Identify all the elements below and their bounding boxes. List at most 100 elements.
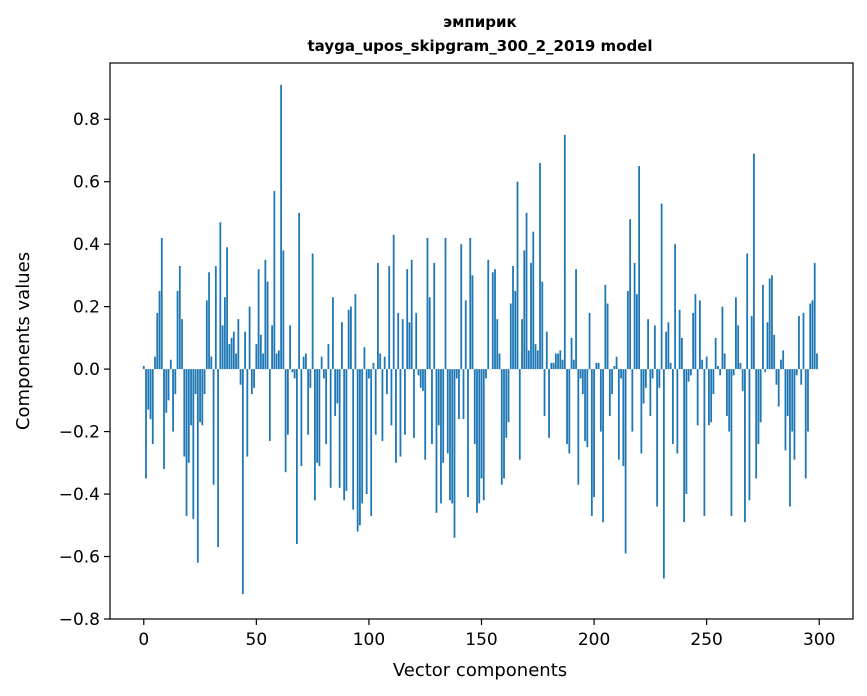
bar-220	[638, 166, 640, 369]
bar-65	[289, 325, 291, 369]
bar-214	[625, 369, 627, 553]
bar-204	[602, 369, 604, 522]
bar-18	[183, 369, 185, 456]
bar-55	[267, 282, 269, 369]
bar-127	[429, 297, 431, 369]
bar-152	[485, 369, 487, 378]
bar-161	[505, 369, 507, 438]
bar-293	[803, 313, 805, 369]
bar-143	[465, 300, 467, 369]
bar-42	[237, 319, 239, 369]
bar-78	[318, 369, 320, 466]
bar-109	[388, 266, 390, 369]
bar-260	[728, 369, 730, 431]
x-tick-label: 250	[690, 630, 722, 650]
x-tick-label: 100	[353, 630, 385, 650]
bar-94	[355, 294, 357, 369]
bar-75	[312, 254, 314, 370]
bar-10	[165, 369, 167, 413]
bar-245	[694, 294, 696, 369]
bar-64	[287, 369, 289, 435]
bar-229	[658, 369, 660, 388]
bar-225	[649, 369, 651, 416]
bar-197	[586, 369, 588, 447]
bar-100	[368, 369, 370, 378]
bar-124	[422, 369, 424, 391]
bar-160	[503, 369, 505, 478]
bar-28	[206, 300, 208, 369]
x-axis-label: Vector components	[393, 660, 567, 681]
bar-275	[762, 285, 764, 369]
bar-58	[273, 191, 275, 369]
y-tick-label: 0.6	[73, 173, 100, 193]
bar-66	[291, 369, 293, 372]
bar-113	[397, 313, 399, 369]
bar-246	[697, 369, 699, 425]
bar-102	[373, 363, 375, 369]
bar-244	[692, 313, 694, 369]
bar-72	[305, 353, 307, 369]
bar-106	[382, 369, 384, 441]
bar-230	[661, 204, 663, 370]
bar-14	[174, 369, 176, 394]
bar-285	[785, 369, 787, 450]
bar-181	[550, 363, 552, 369]
bar-136	[449, 369, 451, 500]
bar-272	[755, 369, 757, 478]
bar-176	[539, 163, 541, 369]
plot-frame	[110, 63, 853, 619]
bar-117	[406, 269, 408, 369]
bar-296	[809, 304, 811, 370]
bar-248	[701, 360, 703, 369]
y-axis-label: Components values	[13, 252, 34, 430]
bar-277	[767, 322, 769, 369]
bar-283	[780, 360, 782, 369]
bar-85	[334, 369, 336, 416]
bar-71	[303, 357, 305, 369]
bar-83	[330, 369, 332, 488]
bar-51	[258, 269, 260, 369]
bar-282	[778, 369, 780, 406]
bar-141	[460, 244, 462, 369]
y-tick-label: 0.4	[73, 235, 100, 255]
bar-34	[219, 222, 221, 369]
bar-104	[377, 263, 379, 369]
bar-45	[244, 332, 246, 369]
bar-97	[361, 369, 363, 503]
bar-286	[787, 369, 789, 416]
bar-195	[582, 369, 584, 394]
bar-11	[168, 369, 170, 400]
bar-7	[159, 291, 161, 369]
bar-158	[499, 353, 501, 369]
bar-262	[733, 369, 735, 375]
bar-213	[622, 369, 624, 466]
bar-41	[235, 353, 237, 369]
bar-24	[197, 369, 199, 563]
bar-208	[611, 369, 613, 394]
bar-145	[469, 238, 471, 369]
bar-31	[213, 369, 215, 485]
bar-267	[744, 369, 746, 522]
bar-299	[816, 353, 818, 369]
bar-250	[706, 357, 708, 369]
bar-47	[249, 307, 251, 369]
bar-139	[456, 369, 458, 378]
bar-235	[672, 369, 674, 444]
bar-148	[476, 369, 478, 513]
x-tick-label: 0	[138, 630, 149, 650]
bar-133	[442, 369, 444, 463]
bar-187	[564, 135, 566, 369]
bar-215	[627, 291, 629, 369]
bar-15	[177, 291, 179, 369]
y-tick-label: −0.4	[59, 485, 100, 505]
bar-140	[458, 369, 460, 419]
bar-279	[771, 275, 773, 369]
bar-19	[186, 369, 188, 516]
bar-255	[717, 366, 719, 369]
bar-170	[526, 213, 528, 369]
bar-114	[400, 369, 402, 456]
bar-23	[195, 369, 197, 394]
chart-title: эмпирик	[443, 13, 516, 31]
bar-122	[418, 369, 420, 375]
bar-175	[537, 350, 539, 369]
